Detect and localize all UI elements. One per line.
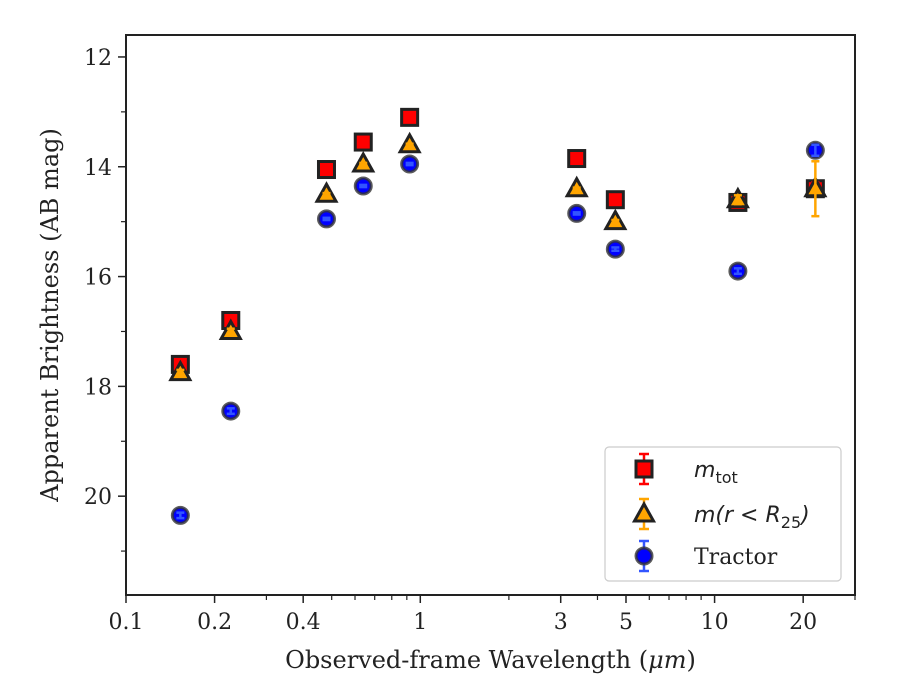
legend-box	[604, 446, 842, 582]
legend-item-mtot: mtot	[634, 452, 738, 487]
x-tick-label: 5	[619, 610, 633, 635]
y-tick-label: 16	[84, 266, 112, 291]
legend-item-mr25: m(r < R25)	[631, 497, 810, 532]
legend-marker	[634, 546, 654, 566]
legend-marker	[631, 500, 657, 523]
x-tick-label: 20	[789, 610, 817, 635]
legend: mtot m(r < R25) Tractor	[604, 446, 842, 582]
x-axis: 0.1 0.2 0.4 1 3 5 10 20	[109, 595, 856, 635]
y-axis-label: Apparent Brightness (AB mag)	[36, 128, 64, 503]
data-points	[168, 107, 828, 525]
legend-item-tractor: Tractor	[634, 539, 778, 573]
x-tick-label: 0.1	[109, 610, 144, 635]
series-tractor	[170, 140, 825, 525]
x-tick-label: 10	[701, 610, 729, 635]
x-axis-label-suffix: )	[686, 646, 695, 674]
legend-label: mtot	[694, 458, 738, 487]
legend-label: m(r < R25)	[694, 503, 810, 532]
x-tick-label: 0.4	[286, 610, 321, 635]
plot-frame	[125, 34, 856, 596]
y-tick-label: 20	[84, 485, 112, 510]
series-mr25	[168, 131, 828, 382]
legend-marker	[634, 459, 654, 479]
y-tick-label: 18	[84, 375, 112, 400]
x-axis-label-prefix: Observed-frame Wavelength (	[285, 646, 648, 674]
x-axis-label-unit-mu: μm	[648, 646, 686, 674]
y-tick-label: 14	[84, 156, 112, 181]
y-axis: 12 14 16 18 20	[84, 46, 126, 552]
series-mtot	[170, 107, 825, 374]
x-tick-label: 0.2	[197, 610, 232, 635]
y-tick-label: 12	[84, 46, 112, 71]
x-tick-label: 1	[413, 610, 427, 635]
legend-label: Tractor	[694, 545, 778, 570]
x-axis-label: Observed-frame Wavelength (μm)	[285, 646, 696, 674]
x-tick-label: 3	[554, 610, 568, 635]
